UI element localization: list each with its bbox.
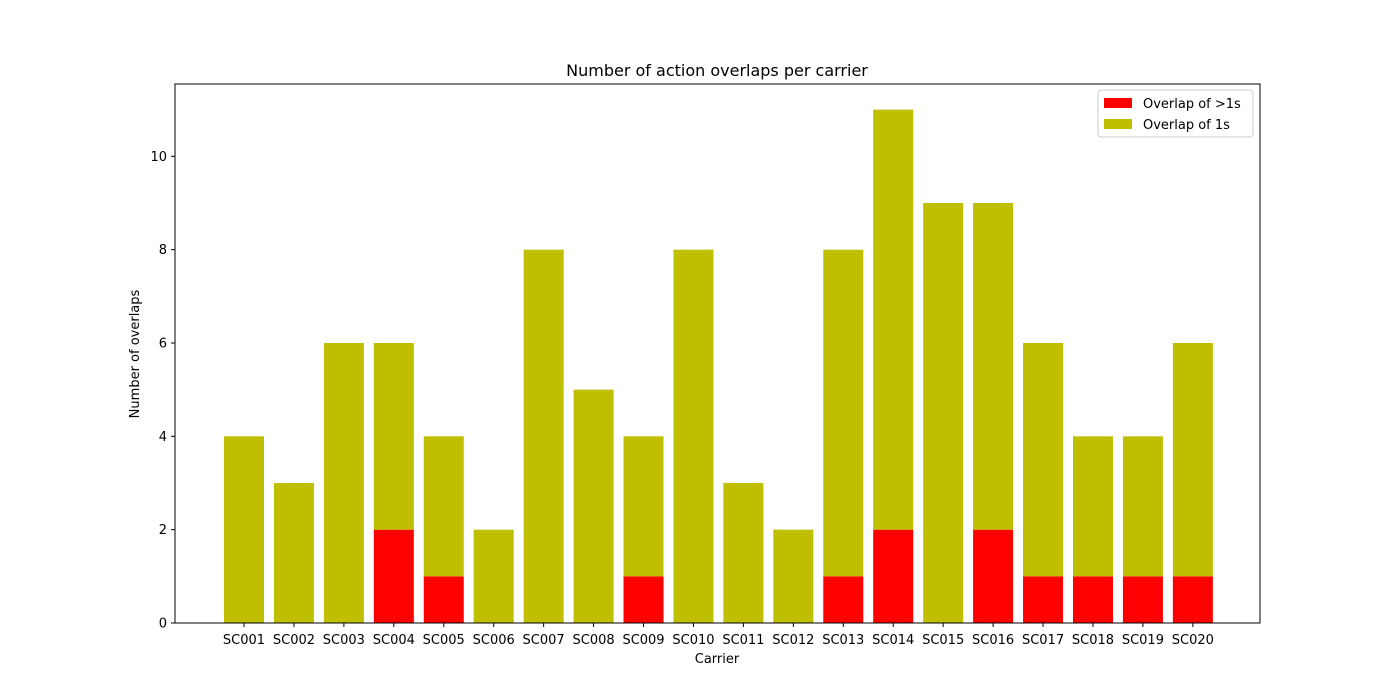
- y-tick-label: 10: [150, 150, 167, 165]
- bar-sc005-series-1: [423, 576, 464, 623]
- legend: Overlap of >1s Overlap of 1s: [1097, 89, 1254, 138]
- bar-sc014-series-1: [873, 529, 914, 623]
- legend-label: Overlap of >1s: [1143, 97, 1241, 112]
- y-axis: 0 2 4 6 8 10: [150, 150, 175, 632]
- x-tick-label: SC010: [672, 633, 714, 648]
- bar-sc019-series-1: [1122, 576, 1163, 623]
- x-tick-label: SC015: [922, 633, 964, 648]
- x-tick-label: SC002: [273, 633, 315, 648]
- x-tick-label: SC003: [323, 633, 365, 648]
- bars-group: [224, 109, 1213, 624]
- x-tick-label: SC019: [1122, 633, 1164, 648]
- x-tick-label: SC012: [772, 633, 814, 648]
- bar-sc016-series-1: [973, 529, 1014, 623]
- bar-sc019-series-2: [1122, 436, 1163, 577]
- y-tick-label: 2: [159, 523, 167, 538]
- chart-title: Number of action overlaps per carrier: [566, 61, 868, 80]
- legend-swatch: [1104, 98, 1132, 108]
- x-tick-label: SC014: [872, 633, 914, 648]
- x-tick-label: SC008: [573, 633, 615, 648]
- y-axis-label: Number of overlaps: [128, 289, 143, 418]
- bar-sc005-series-2: [423, 436, 464, 577]
- bar-sc009-series-2: [623, 436, 664, 577]
- bar-sc020-series-1: [1172, 576, 1213, 623]
- bar-sc018-series-1: [1072, 576, 1113, 623]
- x-axis-label: Carrier: [695, 652, 740, 667]
- x-tick-label: SC001: [223, 633, 265, 648]
- bar-sc003-series-2: [323, 343, 364, 623]
- bar-sc016-series-2: [973, 203, 1014, 530]
- x-tick-label: SC006: [473, 633, 515, 648]
- bar-sc011-series-2: [723, 483, 764, 623]
- x-tick-label: SC004: [373, 633, 415, 648]
- y-tick-label: 4: [159, 430, 167, 445]
- bar-sc008-series-2: [573, 389, 614, 623]
- x-tick-label: SC017: [1022, 633, 1064, 648]
- x-tick-label: SC016: [972, 633, 1014, 648]
- bar-sc015-series-2: [923, 203, 964, 623]
- x-tick-label: SC009: [622, 633, 664, 648]
- bar-sc007-series-2: [523, 249, 564, 624]
- y-tick-label: 0: [159, 617, 167, 632]
- x-tick-label: SC011: [722, 633, 764, 648]
- legend-swatch: [1104, 119, 1132, 129]
- bar-sc004-series-1: [373, 529, 414, 623]
- plot-frame: [174, 83, 1261, 624]
- bar-sc004-series-2: [373, 343, 414, 530]
- x-axis: SC001 SC002 SC003 SC004 SC005 SC006 SC007 SC008…: [223, 623, 1214, 648]
- bar-sc018-series-2: [1072, 436, 1113, 577]
- legend-label: Overlap of 1s: [1143, 118, 1230, 133]
- bar-sc013-series-2: [823, 249, 864, 577]
- bar-sc002-series-2: [273, 483, 314, 623]
- x-tick-label: SC005: [423, 633, 465, 648]
- legend-box: [1097, 89, 1254, 138]
- bar-sc001-series-2: [224, 436, 264, 623]
- bar-sc014-series-2: [873, 109, 914, 530]
- x-tick-label: SC020: [1172, 633, 1214, 648]
- bar-sc017-series-2: [1023, 343, 1064, 577]
- bar-sc010-series-2: [673, 249, 714, 624]
- y-tick-label: 6: [159, 337, 167, 352]
- bar-sc009-series-1: [623, 576, 664, 623]
- y-tick-label: 8: [159, 243, 167, 258]
- bar-sc013-series-1: [823, 576, 864, 623]
- x-tick-label: SC007: [523, 633, 565, 648]
- bar-sc017-series-1: [1023, 576, 1064, 623]
- bar-sc006-series-2: [473, 529, 514, 623]
- x-tick-label: SC018: [1072, 633, 1114, 648]
- bar-sc020-series-2: [1172, 343, 1213, 577]
- x-tick-label: SC013: [822, 633, 864, 648]
- bar-sc012-series-2: [773, 529, 814, 623]
